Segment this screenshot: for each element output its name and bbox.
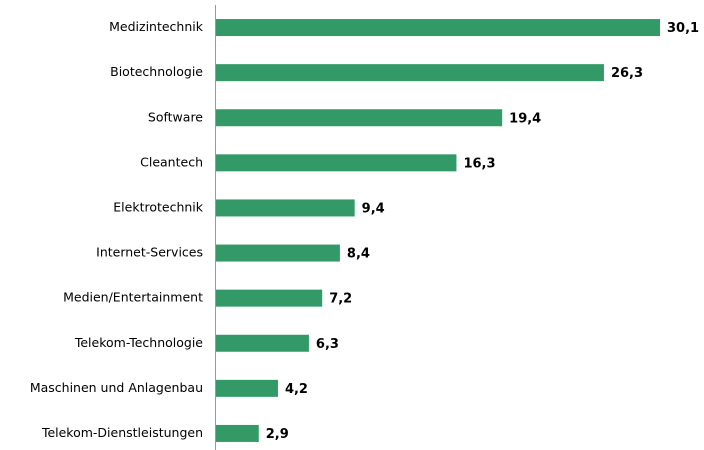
- bar: [216, 64, 604, 82]
- value-label: 7,2: [329, 292, 352, 307]
- value-label: 30,1: [667, 21, 699, 36]
- value-label: 8,4: [347, 247, 370, 262]
- bar: [216, 109, 503, 127]
- value-label: 2,9: [266, 427, 289, 442]
- category-label: Telekom-Technologie: [74, 335, 203, 350]
- bar: [216, 199, 355, 217]
- category-label: Maschinen und Anlagenbau: [30, 380, 203, 395]
- category-label: Medien/Entertainment: [63, 290, 203, 305]
- value-label: 19,4: [509, 111, 541, 126]
- value-label: 6,3: [316, 337, 339, 352]
- value-label: 4,2: [285, 382, 308, 397]
- bar: [216, 334, 309, 352]
- bar: [216, 289, 323, 307]
- bar: [216, 19, 660, 37]
- value-label: 16,3: [463, 156, 495, 171]
- category-label: Software: [148, 109, 203, 124]
- category-label: Cleantech: [140, 154, 203, 169]
- bar: [216, 154, 457, 172]
- category-label: Medizintechnik: [109, 19, 204, 34]
- category-label: Internet-Services: [96, 245, 203, 260]
- value-label: 9,4: [362, 201, 385, 216]
- category-label: Biotechnologie: [110, 64, 203, 79]
- category-label: Elektrotechnik: [113, 199, 203, 214]
- bar: [216, 379, 278, 397]
- bar: [216, 244, 340, 262]
- bar: [216, 424, 259, 442]
- value-label: 26,3: [611, 66, 643, 81]
- category-label: Telekom-Dienstleistungen: [41, 425, 203, 440]
